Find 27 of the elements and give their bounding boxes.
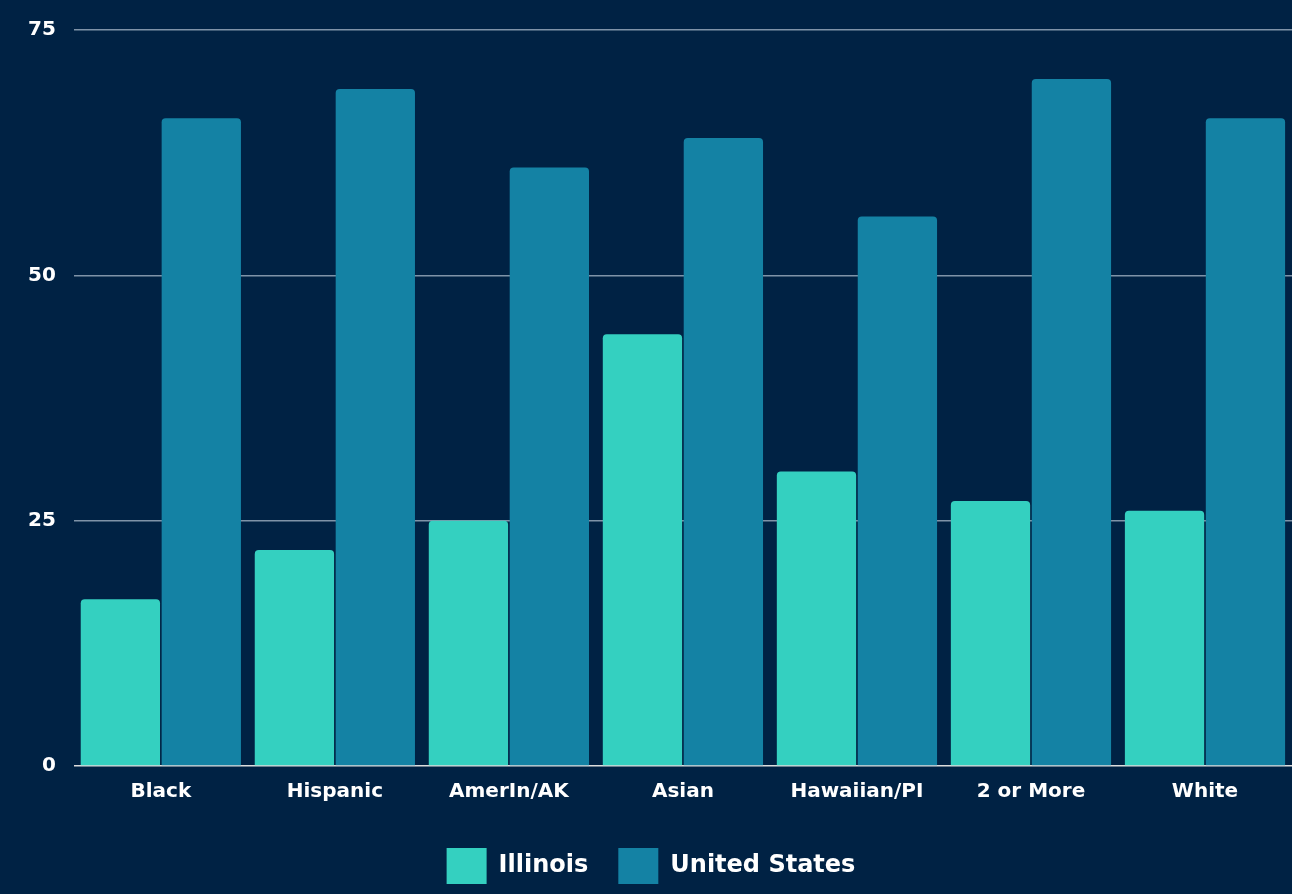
bar: [335, 88, 415, 766]
y-tick-label: 25: [27, 506, 56, 531]
y-tick-label: 0: [41, 752, 56, 777]
legend-label: United States: [670, 850, 856, 879]
x-tick-label: Asian: [651, 778, 714, 803]
bar: [254, 550, 335, 766]
y-tick-label: 75: [27, 16, 56, 41]
bar: [857, 216, 938, 766]
x-tick-label: Black: [130, 778, 192, 803]
bar: [1205, 118, 1286, 766]
x-tick-label: AmerIn/AK: [449, 778, 571, 803]
bar: [776, 471, 857, 766]
bar: [428, 520, 509, 766]
bar: [950, 501, 1031, 766]
bar: [602, 334, 683, 766]
y-tick-label: 50: [27, 261, 56, 286]
bar: [161, 118, 241, 766]
x-tick-label: Hawaiian/PI: [790, 778, 924, 803]
x-tick-label: 2 or More: [976, 778, 1086, 803]
bar: [1031, 79, 1112, 766]
bar: [80, 599, 161, 766]
bar: [509, 167, 589, 766]
legend-label: Illinois: [498, 850, 589, 879]
x-tick-label: White: [1171, 778, 1239, 803]
x-tick-label: Hispanic: [286, 778, 383, 803]
bar: [683, 137, 764, 766]
bar: [1124, 510, 1205, 766]
